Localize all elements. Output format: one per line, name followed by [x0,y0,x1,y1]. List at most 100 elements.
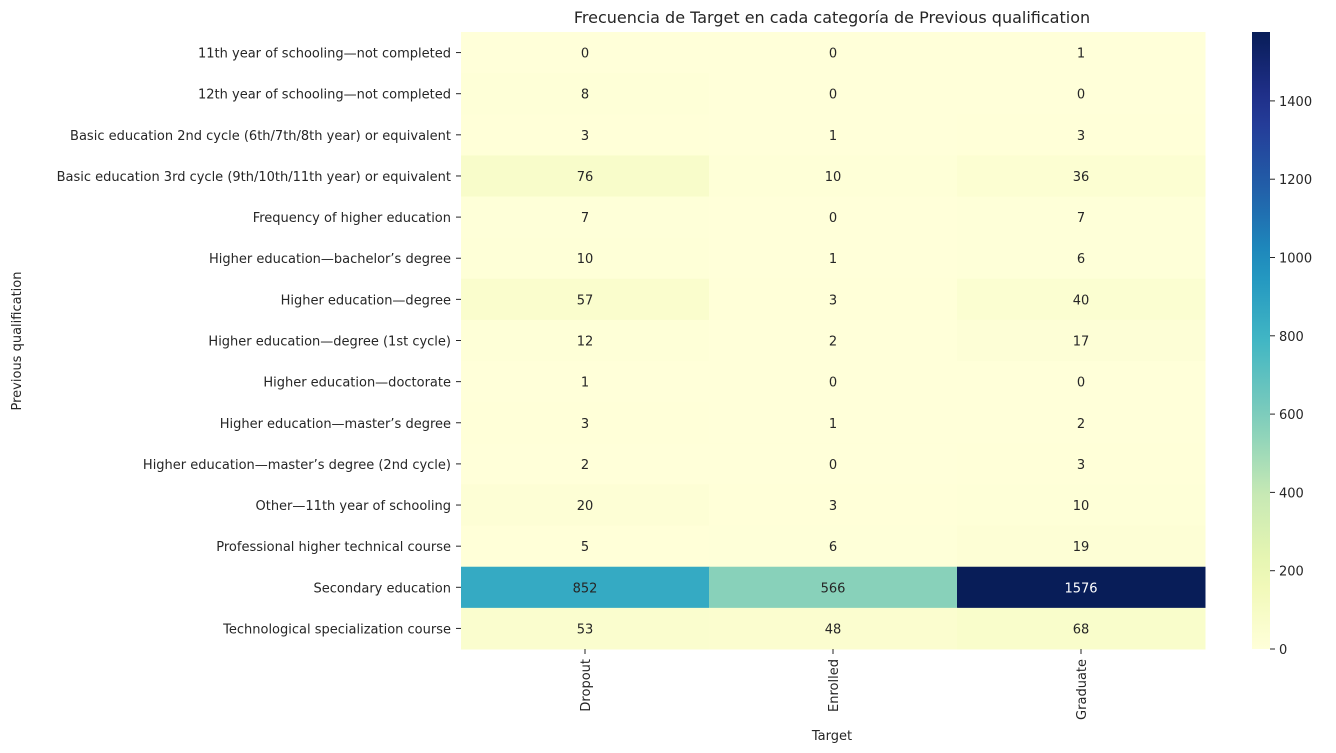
heatmap-cell [461,32,710,74]
cell-value-label: 1 [581,376,589,391]
cell-value-label: 1 [1077,47,1085,62]
heatmap-cell [709,443,958,485]
cell-value-label: 3 [581,417,589,432]
heatmap-cell [461,566,710,609]
cell-value-label: 20 [577,499,594,514]
cell-value-label: 3 [1077,458,1085,473]
y-tick-label: 12th year of schooling—not completed [198,88,451,103]
cell-value-label: 17 [1073,335,1090,350]
heatmap-cell [709,278,958,321]
cell-value-label: 53 [577,622,594,637]
y-tick-label: Secondary education [314,581,451,596]
heatmap-cell [461,484,710,527]
y-tick-label: Higher education—doctorate [263,376,451,391]
heatmap-cell [709,566,958,609]
cell-value-label: 1 [829,252,837,267]
y-tick-label: Other—11th year of schooling [255,499,451,514]
heatmap-cell [709,196,958,239]
cell-value-label: 3 [1077,129,1085,144]
cell-value-label: 0 [581,47,589,62]
y-tick-label: 11th year of schooling—not completed [198,47,451,62]
heatmap-cell [461,114,710,156]
heatmap-cell [957,566,1206,609]
cell-value-label: 0 [829,47,837,62]
y-axis-label: Previous qualification [10,272,25,411]
cell-value-label: 36 [1073,170,1090,185]
heatmap-cell [461,443,710,485]
heatmap-cell [461,525,710,568]
x-tick-label: Dropout [579,659,594,712]
heatmap-cell [709,155,958,198]
cell-value-label: 852 [573,581,598,596]
cell-value-label: 10 [1073,499,1090,514]
cell-value-label: 3 [829,499,837,514]
heatmap-cell [709,32,958,74]
heatmap-cell [461,155,710,198]
heatmap-cell [709,484,958,527]
heatmap-cell [957,319,1206,362]
y-tick-labels: 11th year of schooling—not completed 12th… [57,47,461,637]
colorbar-tick-label: 800 [1279,330,1304,345]
cell-value-label: 19 [1073,540,1090,555]
y-tick-label: Higher education—degree [281,293,451,308]
colorbar-ticks: 0 200 400 600 800 1000 1200 1400 [1270,95,1312,658]
y-tick-label: Higher education—degree (1st cycle) [208,335,451,350]
heatmap-cell [957,607,1206,650]
heatmap-cell [709,607,958,650]
colorbar-tick-label: 1000 [1279,252,1312,267]
x-axis-label: Target [811,729,852,744]
cell-value-label: 2 [1077,417,1085,432]
x-tick-label: Graduate [1075,659,1090,720]
heatmap-cell [709,319,958,362]
chart-title: Frecuencia de Target en cada categoría d… [574,8,1090,27]
cell-value-label: 0 [1077,88,1085,103]
y-tick-label: Technological specialization course [222,622,451,637]
y-tick-label: Higher education—master’s degree [220,417,451,432]
heatmap-cell [461,73,710,115]
heatmap-cell [709,402,958,444]
heatmap-cell [957,73,1206,115]
cell-value-label: 12 [577,335,594,350]
y-tick-label: Higher education—bachelor’s degree [209,252,451,267]
heatmap-cell [461,361,710,403]
cell-value-label: 6 [829,540,837,555]
heatmap-cell [709,114,958,156]
heatmap-cell [957,237,1206,280]
cell-value-label: 8 [581,88,589,103]
cell-value-label: 2 [829,335,837,350]
colorbar-tick-label: 400 [1279,486,1304,501]
heatmap-cell [461,278,710,321]
cell-value-label: 10 [825,170,842,185]
heatmap-cell [461,196,710,239]
cell-value-label: 2 [581,458,589,473]
cell-value-label: 3 [829,293,837,308]
heatmap-cell [957,361,1206,403]
cell-value-label: 57 [577,293,594,308]
x-tick-label: Enrolled [827,659,842,712]
colorbar-tick-label: 1200 [1279,173,1312,188]
cell-value-label: 0 [829,211,837,226]
heatmap-cell [709,361,958,403]
cell-value-label: 1 [829,417,837,432]
cell-value-label: 0 [1077,376,1085,391]
colorbar-tick-label: 1400 [1279,95,1312,110]
cell-value-label: 0 [829,376,837,391]
heatmap-cell [709,525,958,568]
cell-value-label: 0 [829,458,837,473]
heatmap-cell [957,114,1206,156]
colorbar-tick-label: 600 [1279,408,1304,423]
colorbar [1252,32,1270,649]
colorbar-tick-label: 0 [1279,643,1287,658]
y-tick-label: Higher education—master’s degree (2nd cy… [143,458,451,473]
cell-value-label: 0 [829,88,837,103]
heatmap-cell [957,525,1206,568]
cell-value-label: 1 [829,129,837,144]
heatmap-cell [957,443,1206,485]
heatmap-cell [461,607,710,650]
heatmap-cell [957,402,1206,444]
cell-value-label: 3 [581,129,589,144]
cell-value-label: 48 [825,622,842,637]
cell-value-label: 10 [577,252,594,267]
